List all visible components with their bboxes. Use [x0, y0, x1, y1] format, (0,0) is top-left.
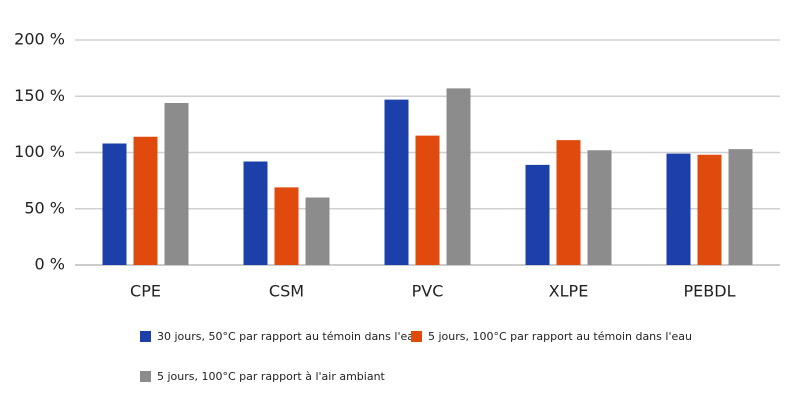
- y-tick-label: 0 %: [35, 255, 65, 274]
- bar: [587, 150, 612, 265]
- legend-swatch: [140, 331, 151, 342]
- x-tick-label: CPE: [130, 282, 161, 301]
- bar: [446, 88, 471, 265]
- x-tick-label: PEBDL: [684, 282, 736, 301]
- bar: [305, 197, 330, 265]
- legend-swatch: [411, 331, 422, 342]
- x-tick-label: PVC: [412, 282, 444, 301]
- x-tick-label: XLPE: [549, 282, 589, 301]
- bar: [274, 187, 299, 265]
- bar: [415, 135, 440, 265]
- bar: [556, 140, 581, 265]
- y-tick-label: 150 %: [14, 86, 65, 105]
- bar: [525, 164, 550, 265]
- bar: [728, 149, 753, 265]
- x-tick-label: CSM: [269, 282, 304, 301]
- bar: [697, 154, 722, 265]
- legend-swatch: [140, 371, 151, 382]
- bar: [133, 136, 158, 265]
- bar: [102, 143, 127, 265]
- y-tick-label: 50 %: [24, 198, 65, 217]
- legend-label: 5 jours, 100°C par rapport au témoin dan…: [428, 330, 692, 343]
- bar: [243, 161, 268, 265]
- bar: [164, 103, 189, 265]
- legend-label: 30 jours, 50°C par rapport au témoin dan…: [157, 330, 421, 343]
- y-tick-label: 200 %: [14, 30, 65, 49]
- bar: [666, 153, 691, 265]
- legend-label: 5 jours, 100°C par rapport à l'air ambia…: [157, 370, 386, 383]
- y-tick-label: 100 %: [14, 142, 65, 161]
- bar: [384, 99, 409, 265]
